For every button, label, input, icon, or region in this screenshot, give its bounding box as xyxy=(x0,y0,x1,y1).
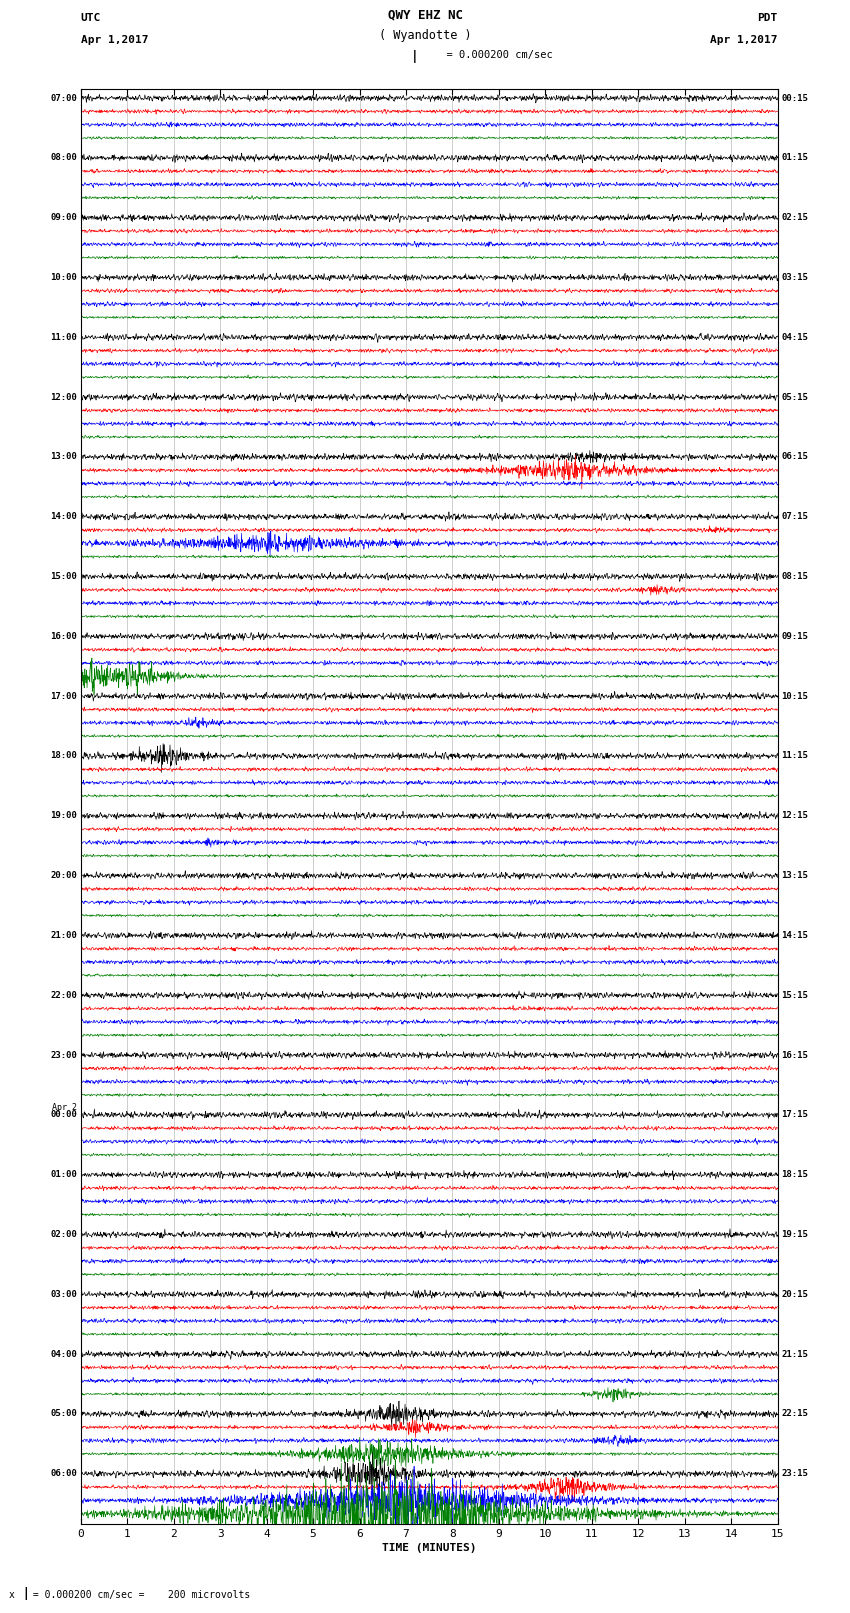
Text: x: x xyxy=(8,1590,14,1600)
Text: 10:00: 10:00 xyxy=(50,273,77,282)
Text: 21:15: 21:15 xyxy=(781,1350,808,1358)
Text: 15:15: 15:15 xyxy=(781,990,808,1000)
Text: 09:00: 09:00 xyxy=(50,213,77,223)
Text: 05:15: 05:15 xyxy=(781,392,808,402)
Text: 04:00: 04:00 xyxy=(50,1350,77,1358)
Text: 03:00: 03:00 xyxy=(50,1290,77,1298)
Text: 12:00: 12:00 xyxy=(50,392,77,402)
X-axis label: TIME (MINUTES): TIME (MINUTES) xyxy=(382,1544,477,1553)
Text: 00:15: 00:15 xyxy=(781,94,808,103)
Text: 07:00: 07:00 xyxy=(50,94,77,103)
Text: Apr 1,2017: Apr 1,2017 xyxy=(711,35,778,45)
Text: 10:15: 10:15 xyxy=(781,692,808,700)
Text: 17:15: 17:15 xyxy=(781,1110,808,1119)
Text: 04:15: 04:15 xyxy=(781,332,808,342)
Text: 16:00: 16:00 xyxy=(50,632,77,640)
Text: 08:15: 08:15 xyxy=(781,573,808,581)
Text: 16:15: 16:15 xyxy=(781,1050,808,1060)
Text: 17:00: 17:00 xyxy=(50,692,77,700)
Text: Apr 1,2017: Apr 1,2017 xyxy=(81,35,148,45)
Text: 11:00: 11:00 xyxy=(50,332,77,342)
Text: Apr 2: Apr 2 xyxy=(52,1103,77,1111)
Text: 23:00: 23:00 xyxy=(50,1050,77,1060)
Text: 22:15: 22:15 xyxy=(781,1410,808,1418)
Text: |: | xyxy=(15,1587,31,1600)
Text: 11:15: 11:15 xyxy=(781,752,808,760)
Text: 13:00: 13:00 xyxy=(50,452,77,461)
Text: 18:00: 18:00 xyxy=(50,752,77,760)
Text: 09:15: 09:15 xyxy=(781,632,808,640)
Text: 19:15: 19:15 xyxy=(781,1231,808,1239)
Text: 01:00: 01:00 xyxy=(50,1169,77,1179)
Text: = 0.000200 cm/sec: = 0.000200 cm/sec xyxy=(434,50,552,60)
Text: ( Wyandotte ): ( Wyandotte ) xyxy=(379,29,471,42)
Text: 18:15: 18:15 xyxy=(781,1169,808,1179)
Text: 03:15: 03:15 xyxy=(781,273,808,282)
Text: 02:00: 02:00 xyxy=(50,1231,77,1239)
Text: 00:00: 00:00 xyxy=(50,1110,77,1119)
Text: 02:15: 02:15 xyxy=(781,213,808,223)
Text: 15:00: 15:00 xyxy=(50,573,77,581)
Text: 14:00: 14:00 xyxy=(50,513,77,521)
Text: 19:00: 19:00 xyxy=(50,811,77,821)
Text: UTC: UTC xyxy=(81,13,101,23)
Text: 20:15: 20:15 xyxy=(781,1290,808,1298)
Text: 14:15: 14:15 xyxy=(781,931,808,940)
Text: 13:15: 13:15 xyxy=(781,871,808,881)
Text: PDT: PDT xyxy=(757,13,778,23)
Text: 12:15: 12:15 xyxy=(781,811,808,821)
Text: 01:15: 01:15 xyxy=(781,153,808,163)
Text: 08:00: 08:00 xyxy=(50,153,77,163)
Text: 21:00: 21:00 xyxy=(50,931,77,940)
Text: 05:00: 05:00 xyxy=(50,1410,77,1418)
Text: 23:15: 23:15 xyxy=(781,1469,808,1478)
Text: 20:00: 20:00 xyxy=(50,871,77,881)
Text: = 0.000200 cm/sec =    200 microvolts: = 0.000200 cm/sec = 200 microvolts xyxy=(27,1590,251,1600)
Text: 07:15: 07:15 xyxy=(781,513,808,521)
Text: |: | xyxy=(411,50,418,63)
Text: 06:00: 06:00 xyxy=(50,1469,77,1478)
Text: QWY EHZ NC: QWY EHZ NC xyxy=(388,8,462,21)
Text: 06:15: 06:15 xyxy=(781,452,808,461)
Text: 22:00: 22:00 xyxy=(50,990,77,1000)
